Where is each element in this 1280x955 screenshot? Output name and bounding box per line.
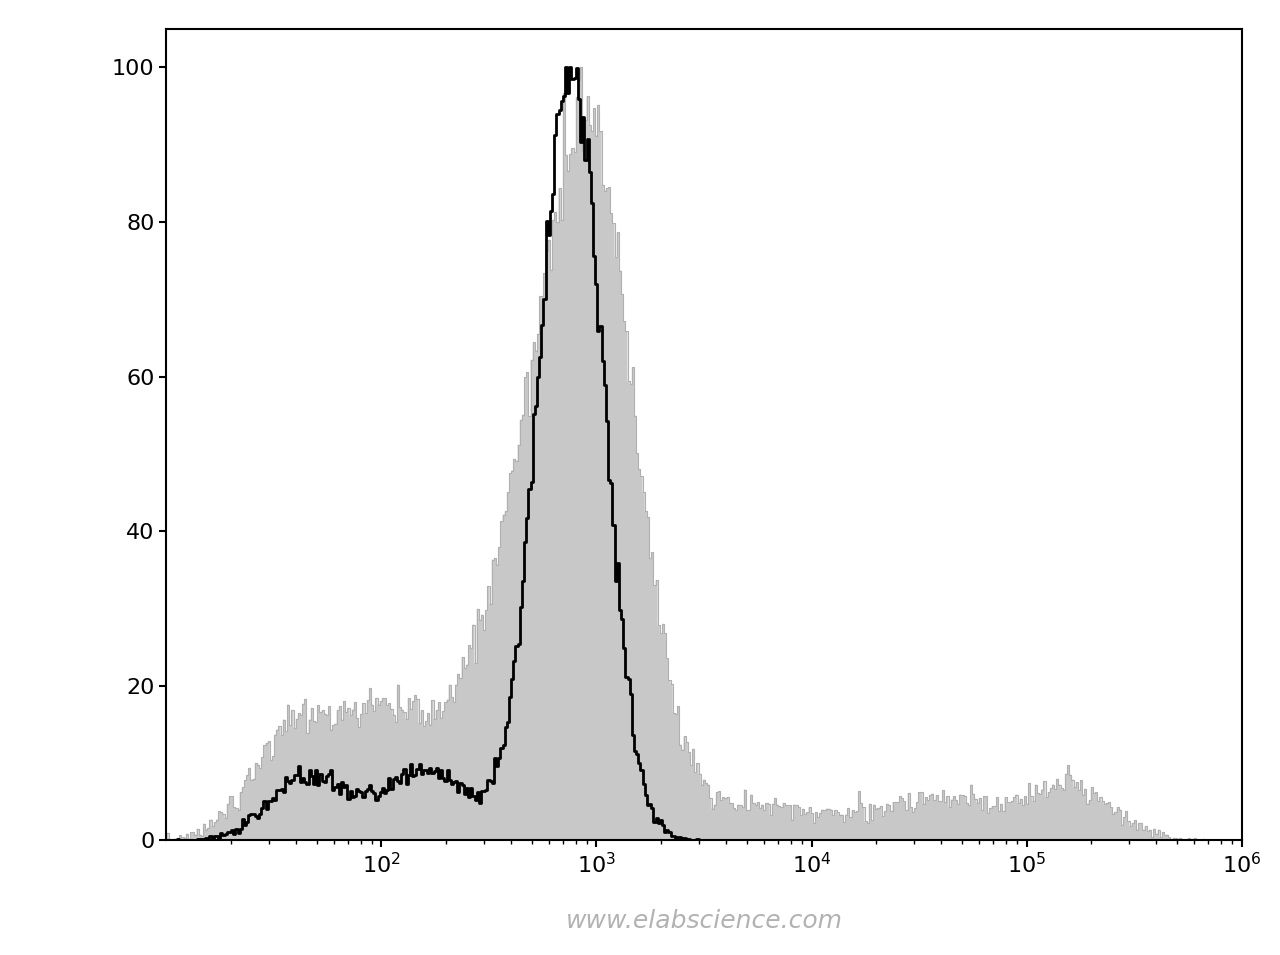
- Text: www.elabscience.com: www.elabscience.com: [566, 909, 842, 933]
